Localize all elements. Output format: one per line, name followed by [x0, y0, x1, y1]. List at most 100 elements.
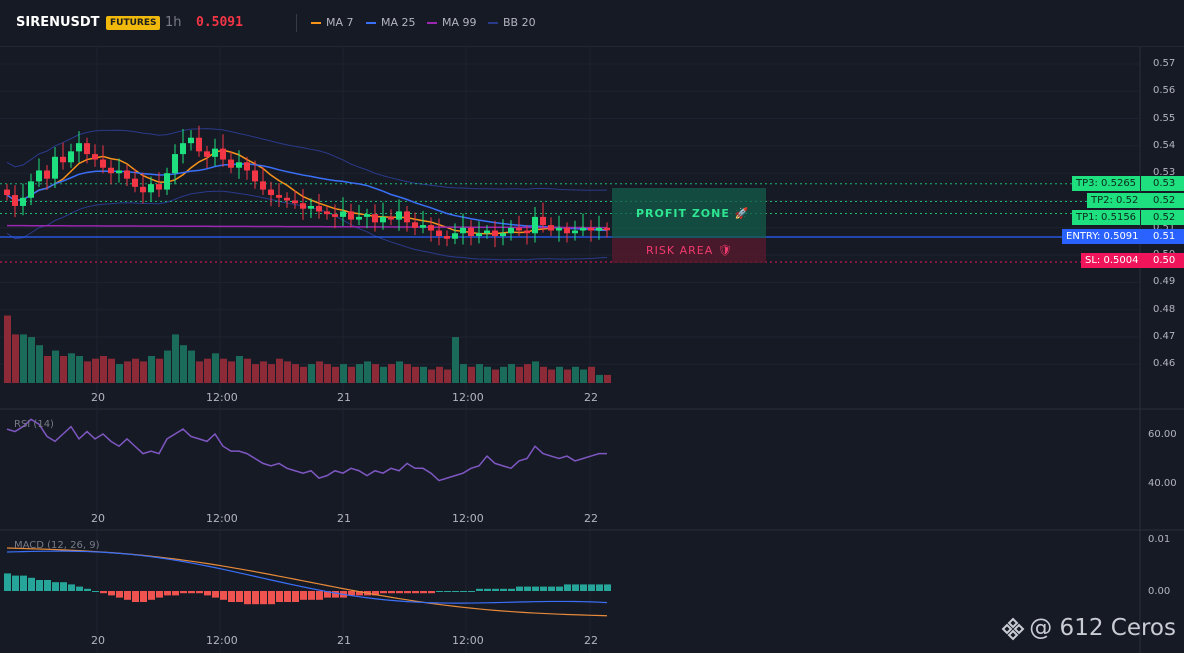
macd-bar: [492, 588, 499, 591]
candle-body: [244, 162, 250, 171]
candle-body: [396, 211, 402, 220]
bb-upper: [6, 128, 608, 191]
macd-bar: [68, 584, 75, 591]
legend-ma25[interactable]: MA 25: [366, 16, 416, 29]
candle-body: [324, 211, 330, 215]
volume-bar: [316, 361, 323, 383]
macd-bar: [444, 591, 451, 592]
legend-bb20[interactable]: BB 20: [488, 16, 536, 29]
ma99-line: [6, 224, 608, 229]
macd-label: MACD (12, 26, 9): [14, 540, 100, 551]
futures-badge: FUTURES: [106, 16, 161, 30]
volume-bar: [140, 361, 147, 383]
volume-bar: [100, 356, 107, 383]
candle-body: [372, 214, 378, 223]
volume-bar: [172, 334, 179, 383]
volume-bar: [548, 369, 555, 383]
macd-bar: [452, 591, 459, 592]
rsi-axis-40: 40.00: [1148, 478, 1177, 489]
time-axis-label: 21: [337, 634, 351, 647]
macd-axis-000: 0.00: [1148, 586, 1171, 597]
candle-body: [388, 216, 394, 220]
trade-level-lines: [0, 183, 1140, 263]
candle-body: [180, 143, 186, 155]
macd-bar: [484, 588, 491, 591]
volume-bar: [484, 366, 491, 383]
macd-bar: [372, 591, 379, 596]
macd-bar: [460, 591, 467, 592]
volume-bar: [68, 353, 75, 383]
volume-bar: [12, 334, 19, 383]
candle-body: [156, 184, 162, 190]
macd-bar: [220, 591, 227, 600]
volume-bar: [276, 358, 283, 383]
macd-bar: [516, 586, 523, 591]
volume-bar: [564, 369, 571, 383]
candle-body: [380, 216, 386, 223]
rsi-axis-60: 60.00: [1148, 429, 1177, 440]
time-axis-label: 12:00: [206, 391, 238, 404]
ma25-line: [6, 163, 608, 232]
candle-body: [220, 148, 226, 160]
macd-bar: [84, 588, 91, 591]
macd-bar: [500, 588, 507, 591]
time-axis-label: 20: [91, 512, 105, 525]
risk-area-label: RISK AREA 🛡: [646, 244, 733, 257]
candle-body: [260, 181, 266, 190]
volume-bar: [556, 366, 563, 383]
volume-bar: [308, 364, 315, 383]
candle-body: [12, 195, 18, 206]
macd-bar: [204, 591, 211, 596]
volume-bar: [396, 361, 403, 383]
legend-ma99-label: MA 99: [442, 16, 477, 29]
volume-bar: [116, 364, 123, 383]
candle-body: [348, 211, 354, 220]
price-axis-label: 0.57: [1153, 58, 1176, 69]
volume-bar: [324, 364, 331, 383]
time-axis-label: 12:00: [206, 634, 238, 647]
price-axis-label: 0.54: [1153, 139, 1176, 151]
risk-area-box: [612, 238, 766, 263]
volume-bar: [388, 364, 395, 383]
volume-bar: [28, 337, 35, 383]
volume-bar: [364, 361, 371, 383]
volume-bar: [84, 361, 91, 383]
time-axis-label: 12:00: [452, 512, 484, 525]
macd-bar: [532, 586, 539, 591]
bb-lower: [6, 190, 608, 261]
macd-bar: [180, 591, 187, 594]
candle-body: [340, 211, 346, 217]
sl-axis-tag: 0.50: [1141, 253, 1184, 268]
volume-bar: [180, 345, 187, 383]
macd-bar: [20, 575, 27, 591]
legend-ma99[interactable]: MA 99: [427, 16, 477, 29]
volume-bar: [260, 361, 267, 383]
candle-body: [532, 216, 538, 234]
candle-body: [44, 170, 50, 179]
candle-body: [268, 189, 274, 196]
volume-bar: [444, 369, 451, 383]
macd-bar: [292, 591, 299, 602]
header-divider: [296, 14, 297, 32]
volume-bar: [508, 364, 515, 383]
legend-ma25-label: MA 25: [381, 16, 416, 29]
candle-body: [404, 211, 410, 223]
candle-body: [308, 205, 314, 209]
candle-body: [580, 227, 586, 231]
macd-bar: [580, 584, 587, 591]
macd-bar: [268, 591, 275, 605]
volume-bar: [188, 350, 195, 383]
legend-ma7[interactable]: MA 7: [311, 16, 354, 29]
volume-bar: [148, 356, 155, 383]
candle-body: [476, 233, 482, 236]
macd-bar: [404, 591, 411, 594]
watermark-text: @ 612 Ceros: [1029, 615, 1176, 641]
volume-bar: [332, 366, 339, 383]
candle-body: [428, 225, 434, 231]
symbol-title[interactable]: SIRENUSDT: [16, 15, 100, 30]
macd-bar: [100, 591, 107, 594]
macd-bar: [596, 584, 603, 591]
timeframe-selector[interactable]: 1h: [165, 15, 182, 30]
tp1-axis-tag: 0.52: [1141, 210, 1184, 225]
